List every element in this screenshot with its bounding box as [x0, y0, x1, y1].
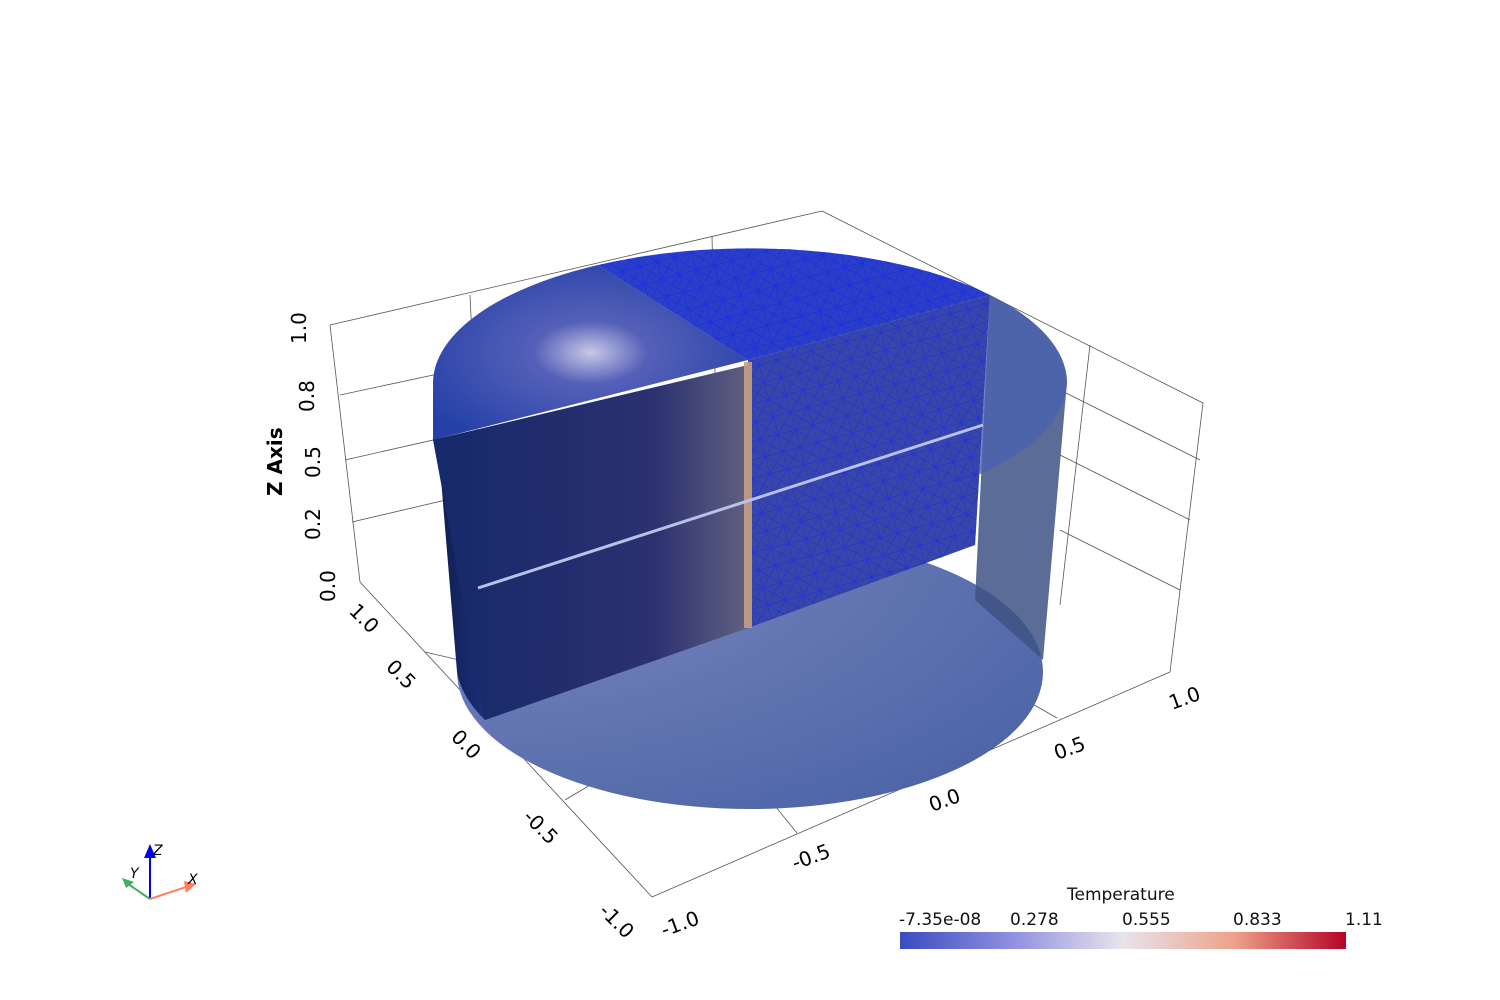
z-tick: 0.0 [316, 570, 340, 602]
scalar-bar [900, 932, 1346, 949]
scalar-bar-label: 0.278 [1010, 910, 1059, 930]
cut-face-left [433, 365, 748, 720]
cylinder-top [433, 265, 748, 440]
scalar-bar-label: 0.833 [1233, 910, 1282, 930]
scalar-bar-label: 1.11 [1345, 910, 1383, 930]
z-axis-title: Z Axis [263, 427, 287, 496]
x-axis-label: X [187, 872, 198, 888]
z-tick: 0.2 [301, 508, 325, 540]
y-tick: -0.5 [518, 805, 563, 850]
z-tick: 1.0 [287, 312, 311, 344]
z-arrow-icon [144, 844, 156, 858]
scalar-bar-label: -7.35e-08 [899, 910, 982, 930]
x-tick: -1.0 [658, 906, 703, 942]
y-tick: 1.0 [344, 599, 383, 638]
orientation-widget: Z X Y [122, 843, 198, 900]
y-arrow-icon [122, 878, 134, 888]
z-axis-ticks: 0.0 0.2 0.5 0.8 1.0 Z Axis [263, 312, 340, 602]
mesh-top-edges [598, 248, 990, 360]
x-tick: 0.0 [926, 783, 964, 816]
x-arrow-icon [184, 881, 196, 893]
scalar-bar-title: Temperature [1067, 885, 1175, 905]
x-tick: -0.5 [789, 839, 834, 875]
x-tick: 0.5 [1051, 731, 1089, 764]
mid-line [477, 423, 984, 590]
x-tick: 1.0 [1166, 681, 1204, 714]
scalar-bar-label: 0.555 [1122, 910, 1171, 930]
y-axis-label: Y [130, 866, 140, 882]
y-tick: 0.5 [381, 655, 420, 694]
y-tick: 0.0 [446, 725, 485, 764]
z-tick: 0.5 [301, 446, 325, 478]
z-tick: 0.8 [295, 380, 319, 412]
cylinder-top-right [900, 295, 1067, 545]
z-axis-label: Z [152, 843, 163, 859]
y-tick: -1.0 [594, 899, 639, 944]
hot-axis [744, 362, 752, 628]
